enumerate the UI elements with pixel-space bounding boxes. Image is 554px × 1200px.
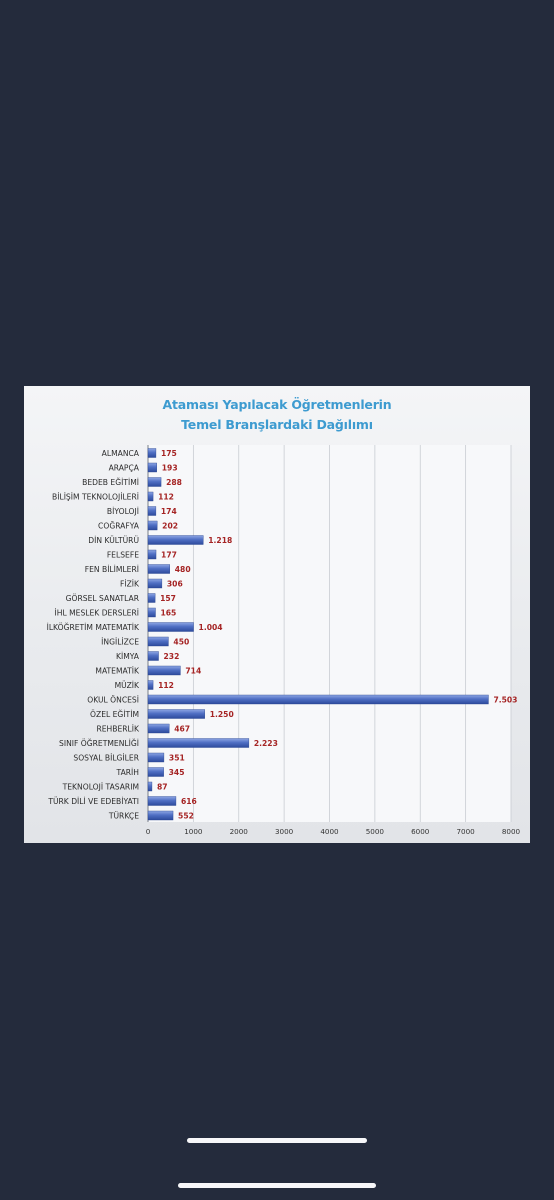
value-label: 232: [164, 652, 180, 661]
category-label: BEDEB EĞİTİMİ: [82, 478, 139, 487]
x-axis-tick-labels: 0 1000 2000 3000 4000 5000 6000 7000 8000: [146, 827, 521, 836]
bar: [147, 520, 158, 531]
chart-title-line-2: Temel Branşlardaki Dağılımı: [181, 417, 373, 432]
category-label: OKUL ÖNCESİ: [87, 695, 139, 704]
value-label: 552: [178, 811, 194, 820]
bar: [147, 462, 157, 473]
category-label: İHL MESLEK DERSLERİ: [55, 608, 139, 617]
value-label: 112: [158, 492, 174, 501]
bar: [147, 636, 169, 647]
bar: [147, 709, 205, 719]
bar: [147, 535, 204, 545]
value-label: 345: [169, 768, 185, 777]
x-tick-label: 3000: [275, 827, 294, 836]
value-label: 467: [174, 724, 190, 733]
value-label: 165: [160, 608, 176, 617]
value-label: 193: [162, 463, 178, 472]
value-label: 2.223: [254, 739, 278, 748]
bar: [147, 796, 177, 806]
bar: [147, 694, 489, 705]
category-label: KİMYA: [116, 652, 140, 661]
category-label: SINIF ÖĞRETMENLİĞİ: [59, 739, 139, 748]
bars: [147, 448, 489, 821]
category-label: DİN KÜLTÜRÜ: [88, 536, 139, 545]
value-label: 1.250: [210, 710, 234, 719]
category-label: TÜRKÇE: [108, 811, 139, 820]
gridlines: [147, 445, 512, 822]
home-indicator[interactable]: [187, 1138, 367, 1143]
value-label: 1.004: [199, 623, 223, 632]
value-label: 1.218: [208, 536, 232, 545]
category-label: TÜRK DİLİ VE EDEBİYATI: [47, 797, 139, 806]
category-label: ARAPÇA: [109, 463, 140, 472]
bar: [147, 738, 250, 748]
value-label: 351: [169, 753, 185, 762]
value-label: 288: [166, 478, 182, 487]
category-label: ÖZEL EĞİTİM: [90, 710, 139, 719]
bar: [147, 506, 157, 516]
category-label: İNGİLİZCE: [101, 637, 139, 646]
category-label: BİYOLOJİ: [107, 507, 139, 516]
value-label: 174: [161, 507, 177, 516]
category-label: FİZİK: [120, 579, 140, 588]
value-label: 87: [157, 782, 168, 791]
value-label: 202: [162, 521, 178, 530]
category-label: MATEMATİK: [95, 666, 140, 675]
value-label: 177: [161, 550, 177, 559]
bar: [147, 477, 162, 487]
category-label: TEKNOLOJİ TASARIM: [62, 782, 139, 791]
value-label: 306: [167, 579, 183, 588]
bar-chart: ALMANCA ARAPÇA BEDEB EĞİTİMİ BİLİŞİM TEKNOL…: [47, 445, 521, 836]
category-labels: ALMANCA ARAPÇA BEDEB EĞİTİMİ BİLİŞİM TEKNOL…: [47, 449, 140, 821]
bar: [147, 448, 157, 458]
x-tick-label: 1000: [184, 827, 203, 836]
bar: [147, 680, 154, 690]
bar: [147, 723, 170, 734]
value-label: 112: [158, 681, 174, 690]
bar: [147, 491, 154, 502]
x-tick-label: 2000: [230, 827, 249, 836]
bar: [147, 781, 153, 792]
x-tick-label: 7000: [456, 827, 475, 836]
category-label: GÖRSEL SANATLAR: [66, 594, 140, 603]
bar: [147, 752, 165, 763]
bar: [147, 810, 174, 821]
x-tick-label: 5000: [366, 827, 385, 836]
category-label: TARİH: [116, 768, 139, 777]
bar: [147, 622, 194, 632]
bar: [147, 578, 163, 589]
bar: [147, 651, 159, 661]
value-label: 714: [185, 666, 201, 675]
bar: [147, 549, 157, 560]
bar: [147, 564, 170, 574]
value-label: 7.503: [493, 695, 517, 704]
category-label: FELSEFE: [107, 550, 139, 559]
value-label: 616: [181, 797, 197, 806]
chart-title-line-1: Ataması Yapılacak Öğretmenlerin: [162, 397, 392, 412]
value-label: 480: [175, 565, 191, 574]
category-label: ALMANCA: [102, 449, 140, 458]
category-label: COĞRAFYA: [98, 521, 140, 530]
category-label: MÜZİK: [115, 681, 140, 690]
bar: [147, 767, 164, 777]
value-label: 175: [161, 449, 177, 458]
bar: [147, 607, 156, 618]
category-label: İLKÖĞRETİM MATEMATİK: [47, 623, 140, 632]
bar: [147, 593, 156, 603]
chart-photo: Ataması Yapılacak Öğretmenlerin Temel Br…: [24, 386, 530, 843]
value-label: 157: [160, 594, 176, 603]
value-labels: 175 193 288 112 174 202 1.218 177 480 306 157 165 1.…: [157, 449, 518, 821]
x-tick-label: 8000: [502, 827, 521, 836]
category-label: REHBERLİK: [96, 724, 140, 733]
x-tick-label: 6000: [411, 827, 430, 836]
category-label: BİLİŞİM TEKNOLOJİLERİ: [52, 492, 139, 501]
category-label: SOSYAL BİLGİLER: [73, 753, 139, 762]
x-tick-label: 4000: [320, 827, 339, 836]
category-label: FEN BİLİMLERİ: [85, 565, 139, 574]
value-label: 450: [173, 637, 189, 646]
x-tick-label: 0: [146, 827, 151, 836]
bar: [147, 665, 181, 676]
home-indicator-secondary[interactable]: [178, 1183, 376, 1188]
